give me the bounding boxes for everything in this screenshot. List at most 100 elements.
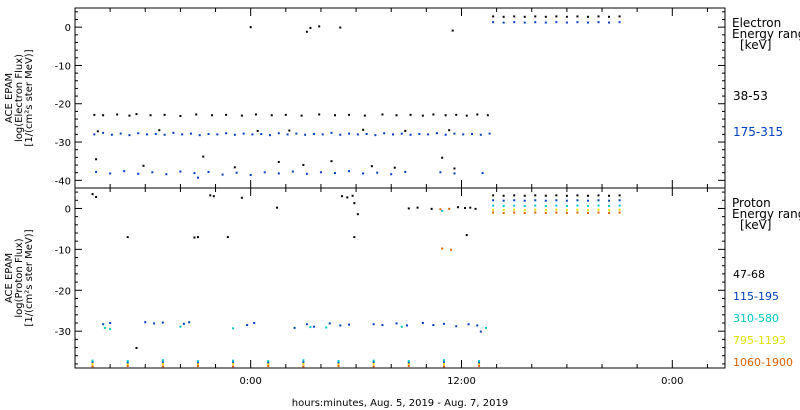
- proton-point-310-580: [485, 326, 488, 329]
- proton-point-47-68: [193, 236, 196, 239]
- proton-point-1060-1900: [196, 364, 199, 367]
- proton-ytick-label: -20: [55, 286, 71, 297]
- electron-point-175-315: [390, 173, 393, 176]
- electron-point-175-315: [251, 133, 254, 136]
- proton-point-115-195: [492, 199, 495, 202]
- proton-point-115-195: [395, 322, 398, 325]
- electron-point-38-53: [163, 113, 166, 116]
- electron-point-38-53: [476, 113, 479, 116]
- proton-point-115-195: [102, 323, 105, 326]
- proton-point-1060-1900: [576, 211, 579, 214]
- electron-legend-38-53: 38-53: [733, 89, 768, 103]
- electron-point-38-53: [202, 155, 205, 158]
- electron-point-38-53: [404, 129, 407, 132]
- proton-point-47-68: [240, 196, 243, 199]
- electron-ylabel: [1/(cm²s ster MeV)]: [24, 49, 35, 146]
- electron-point-38-53: [444, 114, 447, 117]
- electron-point-175-315: [277, 132, 280, 135]
- proton-point-47-68: [196, 236, 199, 239]
- electron-point-38-53: [225, 113, 228, 116]
- electron-point-38-53: [116, 113, 119, 116]
- proton-point-795-1193: [586, 209, 589, 212]
- electron-point-175-315: [544, 21, 547, 24]
- proton-point-115-195: [513, 199, 516, 202]
- proton-point-47-68: [534, 194, 537, 197]
- electron-point-175-315: [348, 170, 351, 173]
- electron-point-175-315: [225, 132, 228, 135]
- proton-point-310-580: [608, 205, 611, 207]
- proton-point-310-580: [513, 204, 516, 207]
- proton-point-47-68: [416, 206, 419, 209]
- electron-point-175-315: [242, 132, 245, 135]
- electron-point-175-315: [165, 173, 168, 176]
- proton-point-795-1193: [91, 362, 94, 365]
- proton-point-795-1193: [565, 209, 568, 212]
- proton-point-115-195: [109, 322, 112, 324]
- electron-point-175-315: [137, 132, 140, 135]
- electron-point-175-315: [249, 173, 252, 176]
- proton-point-47-68: [618, 194, 621, 197]
- electron-point-38-53: [211, 114, 214, 117]
- electron-point-175-315: [181, 133, 184, 136]
- proton-point-47-68: [209, 194, 212, 197]
- proton-point-115-195: [312, 325, 315, 328]
- electron-point-175-315: [555, 21, 558, 24]
- electron-point-175-315: [154, 133, 157, 135]
- x-axis-label: hours:minutes, Aug. 5, 2019 - Aug. 7, 20…: [292, 398, 508, 409]
- proton-point-115-195: [455, 325, 458, 328]
- proton-legend-115-195: 115-195: [733, 290, 779, 303]
- proton-point-115-195: [421, 322, 424, 324]
- proton-point-1060-1900: [502, 211, 505, 214]
- proton-point-115-195: [253, 322, 256, 324]
- electron-point-38-53: [256, 129, 259, 132]
- proton-point-1060-1900: [91, 365, 94, 368]
- electron-point-175-315: [137, 172, 140, 175]
- proton-point-1060-1900: [442, 365, 445, 368]
- proton-point-1060-1900: [439, 208, 442, 211]
- electron-point-38-53: [96, 130, 99, 133]
- proton-point-47-68: [513, 194, 516, 197]
- electron-point-175-315: [365, 133, 368, 135]
- proton-point-115-195: [232, 361, 235, 364]
- electron-point-38-53: [421, 114, 424, 117]
- proton-point-115-195: [246, 324, 249, 327]
- proton-point-310-580: [337, 360, 340, 363]
- electron-point-175-315: [362, 172, 365, 175]
- electron-point-175-315: [119, 132, 122, 135]
- electron-point-38-53: [302, 164, 305, 167]
- electron-point-38-53: [240, 114, 243, 117]
- proton-point-47-68: [212, 195, 215, 198]
- electron-point-38-53: [128, 114, 131, 117]
- proton-ytick-label: -30: [55, 327, 71, 338]
- proton-point-1060-1900: [492, 211, 495, 214]
- electron-point-38-53: [93, 113, 96, 116]
- electron-ylabel: log(Electron Flux): [14, 54, 25, 142]
- proton-point-310-580: [523, 205, 526, 207]
- proton-ylabel: ACE EPAM: [4, 253, 15, 303]
- proton-point-310-580: [597, 204, 600, 207]
- proton-point-310-580: [196, 360, 199, 363]
- proton-point-115-195: [348, 323, 351, 326]
- electron-point-175-315: [146, 133, 149, 136]
- proton-point-310-580: [325, 326, 328, 329]
- proton-point-115-195: [534, 199, 537, 202]
- electron-point-38-53: [608, 15, 611, 18]
- proton-point-115-195: [478, 361, 481, 364]
- electron-point-38-53: [370, 165, 373, 168]
- electron-point-38-53: [597, 15, 600, 18]
- electron-point-175-315: [304, 133, 307, 136]
- electron-point-38-53: [441, 156, 444, 159]
- electron-point-175-315: [189, 132, 192, 135]
- xtick-label: 0:00: [661, 376, 683, 387]
- electron-point-38-53: [135, 113, 138, 116]
- electron-point-175-315: [502, 21, 505, 24]
- electron-plot-frame: [74, 7, 726, 189]
- proton-point-310-580: [126, 360, 129, 363]
- proton-point-795-1193: [407, 363, 410, 366]
- electron-point-38-53: [523, 15, 526, 18]
- proton-point-115-195: [372, 361, 375, 364]
- electron-point-38-53: [288, 129, 291, 132]
- electron-point-175-315: [391, 133, 394, 136]
- electron-point-38-53: [318, 25, 321, 28]
- electron-point-175-315: [444, 133, 447, 136]
